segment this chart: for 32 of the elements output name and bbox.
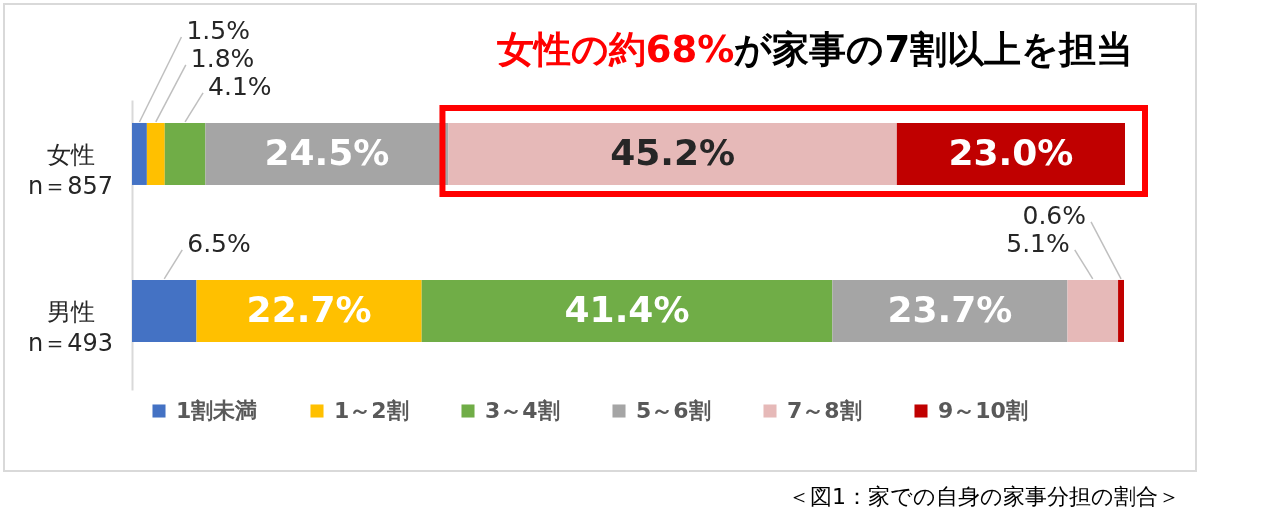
data-label: 22.7% [246, 288, 372, 330]
data-label: 23.7% [887, 288, 1013, 330]
data-label: 24.5% [264, 131, 390, 173]
data-label: 23.0% [948, 131, 1074, 173]
legend-label: 7～8割 [787, 398, 862, 423]
data-label: 4.1% [208, 71, 272, 101]
data-label: 6.5% [187, 228, 251, 258]
bar [132, 122, 147, 185]
legend-label: 1割未満 [176, 398, 258, 423]
bar [1067, 279, 1119, 342]
data-label: 5.1% [1006, 228, 1070, 258]
data-label: 0.6% [1022, 200, 1087, 230]
chart-title: 女性の約68%が家事の7割以上を担当 [496, 28, 1134, 71]
bar [448, 122, 897, 185]
legend-label: 1～2割 [334, 398, 409, 423]
bar [421, 279, 833, 342]
bar [164, 122, 206, 185]
data-label: 1.5% [186, 15, 250, 45]
y-tick-label: 女性 n＝857 [27, 140, 114, 200]
data-label: 41.4% [564, 288, 690, 330]
bar [1118, 279, 1125, 342]
bar [146, 122, 165, 185]
legend-label: 3～4割 [485, 398, 560, 423]
bar [132, 279, 197, 342]
legend-label: 5～6割 [636, 398, 711, 423]
data-label: 1.8% [190, 43, 255, 73]
y-tick-label: 男性 n＝493 [27, 297, 114, 357]
bar [196, 279, 422, 342]
text: ＜図1：家での自身の家事分担の割合＞ [788, 483, 1180, 511]
data-label: 45.2% [610, 131, 736, 173]
bar [832, 279, 1068, 342]
legend-label: 9～10割 [938, 398, 1028, 423]
